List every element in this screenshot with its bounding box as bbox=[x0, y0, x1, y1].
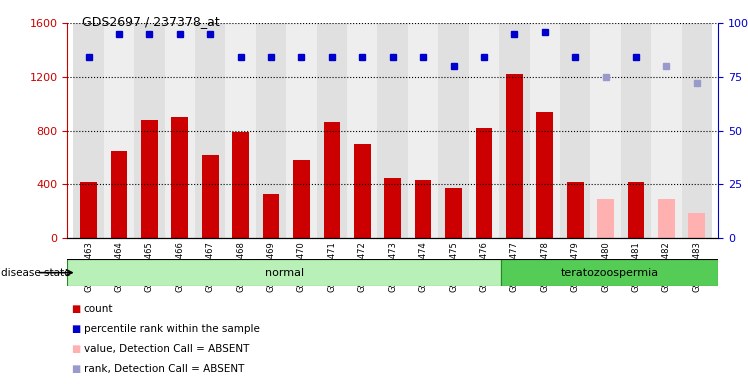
Bar bbox=[652, 23, 681, 238]
Bar bbox=[658, 199, 675, 238]
Text: ■: ■ bbox=[71, 304, 80, 314]
Bar bbox=[80, 182, 97, 238]
Bar bbox=[438, 23, 469, 238]
Bar bbox=[501, 259, 718, 286]
Bar bbox=[233, 132, 249, 238]
Bar bbox=[408, 23, 438, 238]
Bar bbox=[141, 120, 158, 238]
Text: teratozoospermia: teratozoospermia bbox=[560, 268, 659, 278]
Bar bbox=[256, 23, 286, 238]
Bar bbox=[195, 23, 225, 238]
Text: ■: ■ bbox=[71, 324, 80, 334]
Bar bbox=[293, 160, 310, 238]
Text: ■: ■ bbox=[71, 344, 80, 354]
Bar bbox=[263, 194, 280, 238]
Bar bbox=[621, 23, 652, 238]
Bar bbox=[111, 151, 127, 238]
Bar bbox=[414, 180, 432, 238]
Bar bbox=[536, 112, 553, 238]
Bar bbox=[347, 23, 378, 238]
Bar bbox=[445, 188, 462, 238]
Bar bbox=[499, 23, 530, 238]
Bar bbox=[378, 23, 408, 238]
Text: count: count bbox=[84, 304, 113, 314]
Text: rank, Detection Call = ABSENT: rank, Detection Call = ABSENT bbox=[84, 364, 244, 374]
Bar bbox=[324, 122, 340, 238]
Bar bbox=[316, 23, 347, 238]
Bar bbox=[567, 182, 583, 238]
Bar bbox=[560, 23, 590, 238]
Text: percentile rank within the sample: percentile rank within the sample bbox=[84, 324, 260, 334]
Bar bbox=[688, 213, 705, 238]
Text: value, Detection Call = ABSENT: value, Detection Call = ABSENT bbox=[84, 344, 249, 354]
Text: disease state: disease state bbox=[1, 268, 70, 278]
Bar bbox=[354, 144, 371, 238]
Bar bbox=[171, 117, 188, 238]
Bar bbox=[628, 182, 644, 238]
Bar bbox=[530, 23, 560, 238]
Text: normal: normal bbox=[265, 268, 304, 278]
Bar bbox=[681, 23, 712, 238]
Text: GDS2697 / 237378_at: GDS2697 / 237378_at bbox=[82, 15, 220, 28]
Bar bbox=[104, 23, 134, 238]
Bar bbox=[73, 23, 104, 238]
Bar bbox=[286, 23, 316, 238]
Bar bbox=[506, 74, 523, 238]
Bar bbox=[597, 199, 614, 238]
Bar bbox=[165, 23, 195, 238]
Bar bbox=[134, 23, 165, 238]
Text: ■: ■ bbox=[71, 364, 80, 374]
Bar bbox=[202, 155, 218, 238]
Bar bbox=[384, 177, 401, 238]
Bar bbox=[590, 23, 621, 238]
Bar bbox=[476, 128, 492, 238]
Bar bbox=[225, 23, 256, 238]
Bar bbox=[469, 23, 499, 238]
Bar bbox=[67, 259, 501, 286]
